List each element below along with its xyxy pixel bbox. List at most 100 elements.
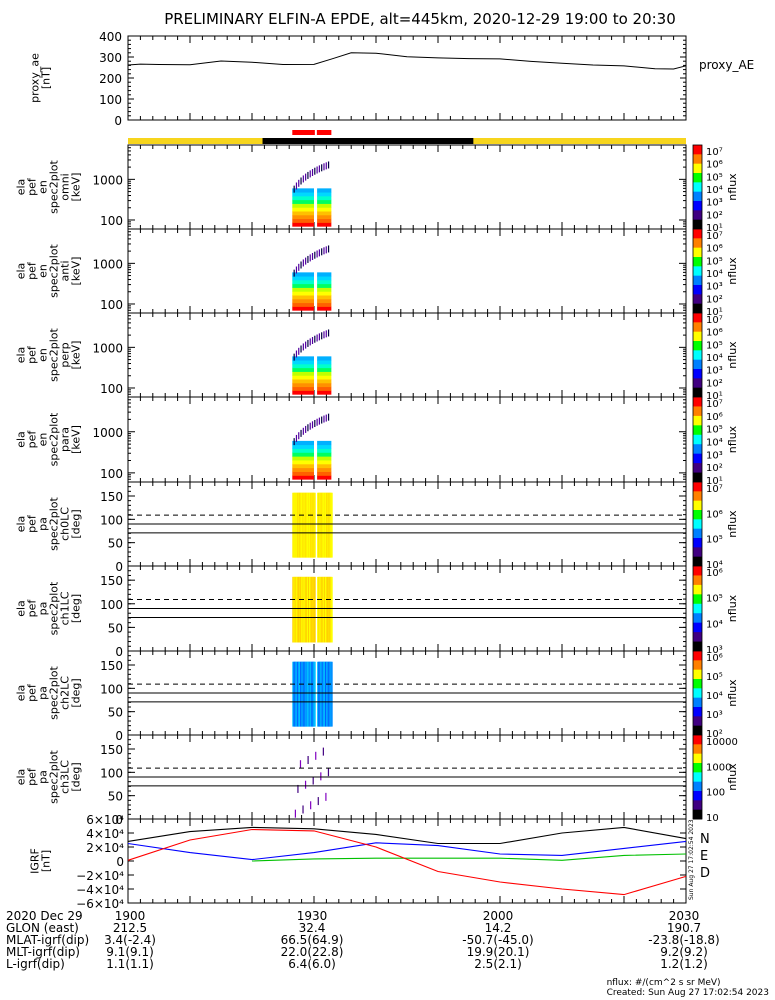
- colorbar-swatch: [693, 716, 702, 727]
- pitch-angle-strip: [297, 661, 301, 727]
- pitch-angle-strip: [300, 661, 303, 727]
- proxy-ae-axes-frame: [127, 35, 687, 121]
- pitch-angle-strip: [323, 576, 326, 643]
- colorbar-label: nflux: [726, 594, 739, 622]
- colorbar-swatch: [693, 688, 702, 699]
- colorbar-label: nflux: [726, 341, 739, 369]
- status-bars: [128, 128, 686, 144]
- colorbar-tick-label: 10⁷: [706, 399, 723, 410]
- pitch-angle-strip: [306, 492, 310, 558]
- spectrogram-pixel: [317, 363, 332, 369]
- ylabel-line: spec2plot: [48, 581, 61, 635]
- spectrogram-para: 1000 100: [92, 396, 687, 483]
- colorbar-tick-label: 10²: [706, 210, 723, 221]
- footer-value: 212.5: [112, 921, 148, 935]
- spectrogram-perp: 1000 100: [92, 312, 687, 398]
- pitch-angle-strip: [322, 576, 325, 643]
- ylabel-line: ela: [15, 516, 28, 533]
- y-tick-label: 100: [100, 682, 123, 696]
- pitch-angle-strip: [317, 576, 320, 643]
- colorbar-label: nflux: [726, 763, 739, 791]
- pitch-angle-strip: [301, 576, 304, 643]
- colorbar-tick-label: 10⁶: [706, 568, 723, 579]
- spectrogram-omni-frame: [127, 144, 687, 230]
- spectrogram-pixel: [317, 448, 332, 453]
- y-tick-label: 100: [100, 298, 123, 312]
- pitch-angle-strip: [327, 661, 330, 727]
- spectrogram-pixel: [292, 452, 314, 457]
- ylabel-line: anti: [59, 260, 72, 281]
- spectrogram-pixel: [317, 295, 332, 300]
- colorbar-tick-label: 10⁴: [706, 353, 723, 364]
- spectrogram-pixel: [292, 375, 314, 380]
- pitch-angle-strip: [320, 661, 323, 727]
- pitch-angle-strip: [317, 492, 320, 558]
- colorbar-tick-label: 100: [706, 788, 725, 799]
- colorbar-tick-label: 10: [706, 813, 719, 824]
- pitch-angle-strip: [312, 661, 315, 727]
- colorbar-swatch: [693, 679, 702, 689]
- colorbar-tick-label: 10⁵: [706, 535, 723, 546]
- colorbar-tick-label: 1000: [706, 762, 731, 773]
- spectrogram-pixel: [317, 456, 332, 461]
- ylabel-line: ch3LC: [59, 760, 72, 794]
- footer-value: -23.8(-18.8): [648, 933, 720, 947]
- ylabel-line: spec2plot: [48, 412, 61, 466]
- ylabel-line: pa: [37, 602, 50, 616]
- ylabel-line: pa: [37, 686, 50, 700]
- colorbar-swatch: [693, 285, 702, 295]
- footer-value: 19.9(20.1): [466, 945, 530, 959]
- ylabel-line: en: [37, 264, 50, 278]
- colorbar-swatch: [693, 613, 702, 624]
- colorbar-tick-label: 10⁷: [706, 147, 723, 158]
- pitch-angle-strip: [301, 492, 304, 558]
- ylabel-line: ela: [15, 263, 28, 280]
- pitch-angle-strip: [329, 661, 332, 727]
- spectrogram-pixel: [292, 471, 314, 476]
- pitch-angle-strip: [302, 492, 305, 558]
- pitch-angle-strip: [322, 492, 325, 558]
- spectrogram-pixel: [317, 211, 332, 216]
- colorbar-tick-label: 10⁶: [706, 244, 723, 255]
- pitch-angle-strip: [328, 661, 331, 727]
- ylabel-line: pef: [26, 430, 39, 449]
- colorbar-swatch: [693, 491, 702, 502]
- spectrogram-pixel: [317, 192, 332, 197]
- spectrogram-pixel: [317, 471, 332, 476]
- ylabel-line: ela: [15, 431, 28, 448]
- pitch-angle-strip: [312, 492, 315, 558]
- ylabel-line: proxy_ae: [29, 53, 42, 103]
- colorbar-swatch: [693, 163, 702, 174]
- y-tick-label: 50: [108, 790, 123, 804]
- ylabel-line: ch0LC: [59, 507, 72, 541]
- colorbar-swatch: [693, 472, 702, 483]
- colorbar-tick-label: 10²: [706, 729, 723, 740]
- colorbar-swatch: [693, 500, 702, 511]
- pitch-angle-strip: [320, 576, 323, 643]
- colorbar-swatch: [693, 651, 702, 661]
- spectrogram-pixel: [292, 295, 314, 300]
- colorbar-swatch: [693, 331, 702, 342]
- pitch-angle-strip: [302, 576, 305, 643]
- pitch-angle-strip: [304, 661, 307, 727]
- spectrogram-pixel: [292, 211, 314, 216]
- pitch-angle-strip: [324, 661, 328, 727]
- spectrogram-pixel: [292, 222, 314, 227]
- spectrogram-pixel: [292, 298, 314, 304]
- ylabel-line: en: [37, 433, 50, 447]
- spectrogram-pixel: [317, 302, 332, 307]
- footer-value: 1930: [296, 909, 328, 923]
- eclipse-bar: [262, 138, 474, 144]
- footer-value: 2030: [668, 909, 700, 923]
- y-tick-label: 1000: [92, 426, 123, 440]
- igrf-axes: 6×10⁴4×10⁴2×10⁴0−2×10⁴−4×10⁴−6×10⁴NEDSun…: [76, 813, 710, 911]
- spectrogram-pixel: [292, 203, 314, 208]
- ylabel-line: pef: [26, 177, 39, 196]
- pitch-angle-strip: [306, 576, 310, 643]
- pitch-angle-strip: [326, 492, 329, 558]
- y-tick-label: 0: [114, 114, 122, 128]
- spectrogram-pixel: [292, 214, 314, 220]
